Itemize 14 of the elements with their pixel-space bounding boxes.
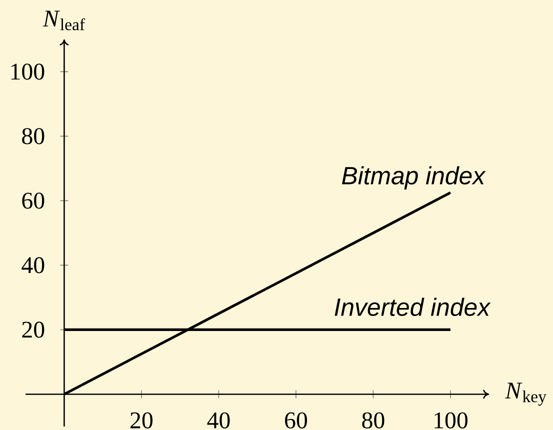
x-tick-label: 100 — [434, 412, 468, 428]
y-axis-title: N$_{leaf}$ — [42, 10, 86, 30]
x-tick-label: 80 — [362, 412, 384, 428]
y-tick-label: 20 — [22, 322, 44, 338]
y-tick-label: 80 — [22, 128, 44, 144]
y-tick-label: 40 — [22, 257, 44, 274]
series-label: Inverted index — [334, 298, 491, 316]
series-label: Bitmap index — [342, 166, 486, 190]
x-tick-label: 20 — [130, 412, 152, 428]
x-tick-label: 40 — [207, 412, 230, 428]
x-axis-title: N$_{key}$ — [505, 382, 546, 406]
x-tick-label: 60 — [285, 412, 308, 428]
y-tick-label: 100 — [11, 64, 44, 80]
y-tick-label: 60 — [22, 192, 44, 209]
